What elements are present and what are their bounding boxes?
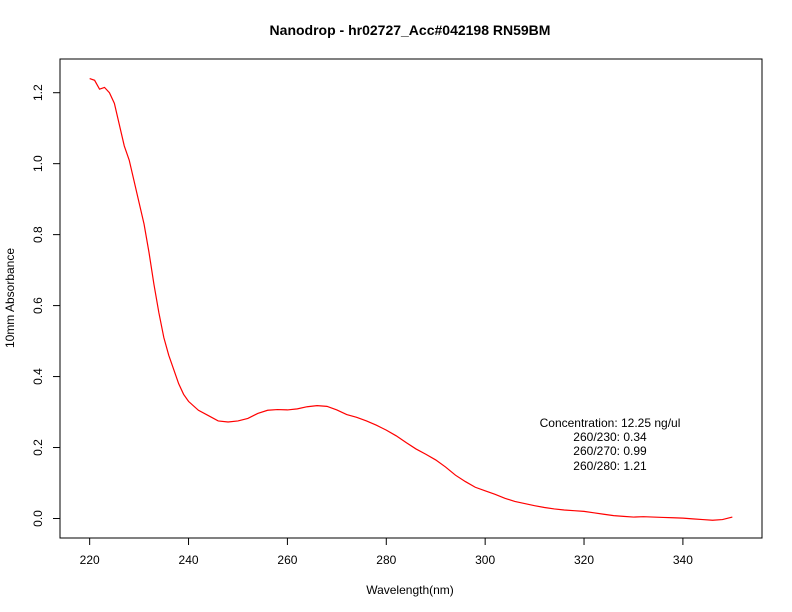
ratio-260-270-label: 260/270: 0.99 bbox=[573, 444, 647, 458]
y-tick-label: 1.0 bbox=[31, 155, 45, 172]
y-tick-label: 0.2 bbox=[31, 439, 45, 456]
ratio-260-230-label: 260/230: 0.34 bbox=[573, 430, 647, 444]
x-tick-label: 300 bbox=[475, 553, 495, 567]
plot-frame bbox=[59, 58, 763, 539]
absorbance-series-line bbox=[89, 77, 733, 521]
x-axis-title: Wavelength(nm) bbox=[366, 583, 454, 597]
y-tick-label: 0.8 bbox=[31, 226, 45, 243]
x-tick-label: 240 bbox=[179, 553, 199, 567]
y-tick-label: 0.0 bbox=[31, 510, 45, 527]
x-axis: 220 240 260 280 300 320 340 bbox=[80, 538, 693, 567]
x-tick-label: 340 bbox=[673, 553, 693, 567]
x-tick-label: 320 bbox=[574, 553, 594, 567]
y-tick-label: 0.6 bbox=[31, 297, 45, 314]
ratio-260-280-label: 260/280: 1.21 bbox=[573, 459, 647, 473]
x-tick-label: 220 bbox=[80, 553, 100, 567]
y-tick-label: 0.4 bbox=[31, 368, 45, 385]
y-tick-label: 1.2 bbox=[31, 84, 45, 101]
x-tick-label: 280 bbox=[376, 553, 396, 567]
chart-title: Nanodrop - hr02727_Acc#042198 RN59BM bbox=[270, 22, 551, 38]
concentration-label: Concentration: 12.25 ng/ul bbox=[540, 416, 681, 430]
x-tick-label: 260 bbox=[277, 553, 297, 567]
stats-annotation: Concentration: 12.25 ng/ul 260/230: 0.34… bbox=[540, 416, 681, 473]
y-axis-title: 10mm Absorbance bbox=[3, 248, 17, 348]
y-axis: 0.0 0.2 0.4 0.6 0.8 1.0 1.2 bbox=[31, 84, 60, 527]
